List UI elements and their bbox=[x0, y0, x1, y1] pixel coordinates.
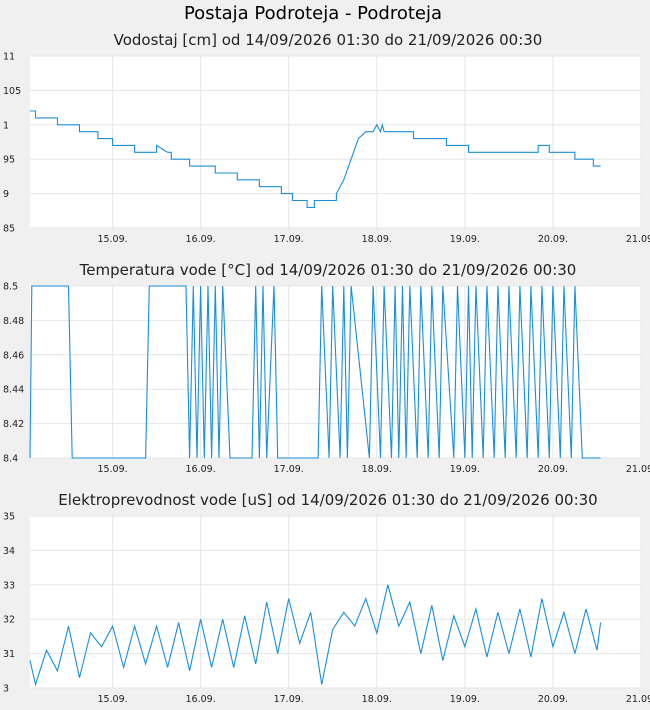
vodostaj-y-tick-label: 95 bbox=[3, 155, 15, 166]
vodostaj-y-tick-label: 9 bbox=[3, 189, 9, 200]
elektroprevodnost-x-tick-label: 20.09. bbox=[538, 694, 568, 705]
elektroprevodnost-x-tick-label: 21.09. bbox=[626, 694, 650, 705]
vodostaj-x-tick-label: 18.09. bbox=[362, 234, 392, 245]
temperatura-x-tick-label: 21.09. bbox=[626, 464, 650, 475]
temperatura-x-tick-label: 18.09. bbox=[362, 464, 392, 475]
elektroprevodnost-x-tick-label: 18.09. bbox=[362, 694, 392, 705]
vodostaj-y-tick-label: 85 bbox=[3, 224, 15, 235]
vodostaj-y-tick-label: 11 bbox=[3, 52, 15, 63]
vodostaj-x-tick-label: 19.09. bbox=[450, 234, 480, 245]
chart-temperatura: Temperatura vode [°C] od 14/09/2026 01:3… bbox=[3, 261, 650, 475]
temperatura-series-line bbox=[29, 285, 601, 459]
elektroprevodnost-x-tick-label: 15.09. bbox=[97, 694, 127, 705]
vodostaj-y-tick-label: 1 bbox=[3, 120, 9, 131]
temperatura-x-tick-label: 16.09. bbox=[186, 464, 216, 475]
elektroprevodnost-y-tick-label: 3 bbox=[3, 684, 9, 695]
page-title: Postaja Podroteja - Podroteja bbox=[183, 3, 443, 24]
vodostaj-x-tick-label: 21.09. bbox=[626, 234, 650, 245]
elektroprevodnost-series-line bbox=[29, 584, 602, 687]
chart-elektroprevodnost: Elektroprevodnost vode [uS] od 14/09/202… bbox=[3, 491, 650, 705]
elektroprevodnost-x-tick-label: 19.09. bbox=[450, 694, 480, 705]
temperatura-y-tick-label: 8.48 bbox=[3, 316, 24, 327]
temperatura-y-tick-label: 8.4 bbox=[3, 454, 18, 465]
vodostaj-x-tick-label: 17.09. bbox=[274, 234, 304, 245]
temperatura-y-tick-label: 8.42 bbox=[3, 419, 24, 430]
vodostaj-series-line bbox=[30, 110, 601, 208]
temperatura-x-tick-label: 17.09. bbox=[274, 464, 304, 475]
elektroprevodnost-y-tick-label: 31 bbox=[3, 649, 15, 660]
elektroprevodnost-y-tick-label: 32 bbox=[3, 615, 15, 626]
elektroprevodnost-x-tick-label: 17.09. bbox=[274, 694, 304, 705]
elektroprevodnost-y-tick-label: 33 bbox=[3, 580, 15, 591]
temperatura-x-tick-label: 20.09. bbox=[538, 464, 568, 475]
vodostaj-y-tick-label: 105 bbox=[3, 86, 21, 97]
temperatura-x-tick-label: 15.09. bbox=[97, 464, 127, 475]
vodostaj-plot-area bbox=[30, 56, 641, 228]
elektroprevodnost-plot-area bbox=[30, 516, 641, 688]
temperatura-y-tick-label: 8.46 bbox=[3, 350, 24, 361]
elektroprevodnost-x-tick-label: 16.09. bbox=[186, 694, 216, 705]
temperatura-chart-title: Temperatura vode [°C] od 14/09/2026 01:3… bbox=[79, 261, 577, 279]
elektroprevodnost-y-tick-label: 35 bbox=[3, 512, 15, 523]
vodostaj-x-tick-label: 15.09. bbox=[97, 234, 127, 245]
temperatura-y-tick-label: 8.5 bbox=[3, 282, 18, 293]
elektroprevodnost-chart-title: Elektroprevodnost vode [uS] od 14/09/202… bbox=[58, 491, 597, 509]
temperatura-x-tick-label: 19.09. bbox=[450, 464, 480, 475]
vodostaj-x-tick-label: 16.09. bbox=[186, 234, 216, 245]
temperatura-y-tick-label: 8.44 bbox=[3, 385, 24, 396]
vodostaj-x-tick-label: 20.09. bbox=[538, 234, 568, 245]
vodostaj-chart-title: Vodostaj [cm] od 14/09/2026 01:30 do 21/… bbox=[114, 31, 543, 49]
elektroprevodnost-y-tick-label: 34 bbox=[3, 546, 15, 557]
chart-vodostaj: Vodostaj [cm] od 14/09/2026 01:30 do 21/… bbox=[3, 31, 650, 245]
